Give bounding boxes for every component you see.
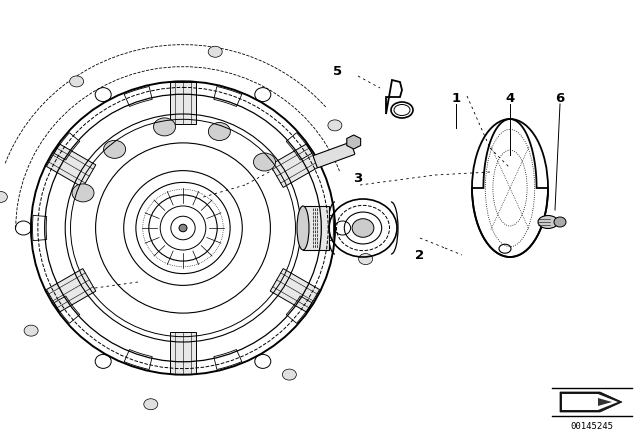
FancyBboxPatch shape xyxy=(270,269,319,312)
Text: 00145245: 00145245 xyxy=(570,422,614,431)
FancyBboxPatch shape xyxy=(170,82,196,125)
FancyBboxPatch shape xyxy=(47,269,96,312)
Ellipse shape xyxy=(282,369,296,380)
Text: 4: 4 xyxy=(506,91,515,104)
Polygon shape xyxy=(598,398,612,406)
Ellipse shape xyxy=(297,206,309,250)
Ellipse shape xyxy=(352,219,374,237)
Ellipse shape xyxy=(358,254,372,265)
Polygon shape xyxy=(562,394,618,410)
Ellipse shape xyxy=(209,122,230,141)
Ellipse shape xyxy=(144,399,158,410)
Ellipse shape xyxy=(104,140,125,158)
Ellipse shape xyxy=(24,325,38,336)
FancyBboxPatch shape xyxy=(313,142,355,168)
Ellipse shape xyxy=(179,224,187,232)
Text: 6: 6 xyxy=(556,91,564,104)
Ellipse shape xyxy=(154,118,175,136)
Ellipse shape xyxy=(554,217,566,227)
Text: 5: 5 xyxy=(333,65,342,78)
FancyBboxPatch shape xyxy=(270,144,319,187)
Ellipse shape xyxy=(253,153,275,171)
Ellipse shape xyxy=(72,184,94,202)
Ellipse shape xyxy=(208,46,222,57)
Polygon shape xyxy=(560,392,622,412)
Text: 2: 2 xyxy=(415,249,424,262)
Text: 3: 3 xyxy=(353,172,363,185)
Ellipse shape xyxy=(328,120,342,131)
Text: 1: 1 xyxy=(451,91,461,104)
Ellipse shape xyxy=(0,191,8,202)
Polygon shape xyxy=(303,206,329,250)
Ellipse shape xyxy=(538,215,558,228)
FancyBboxPatch shape xyxy=(47,144,96,187)
Ellipse shape xyxy=(70,76,84,87)
FancyBboxPatch shape xyxy=(170,332,196,374)
Polygon shape xyxy=(347,135,360,149)
